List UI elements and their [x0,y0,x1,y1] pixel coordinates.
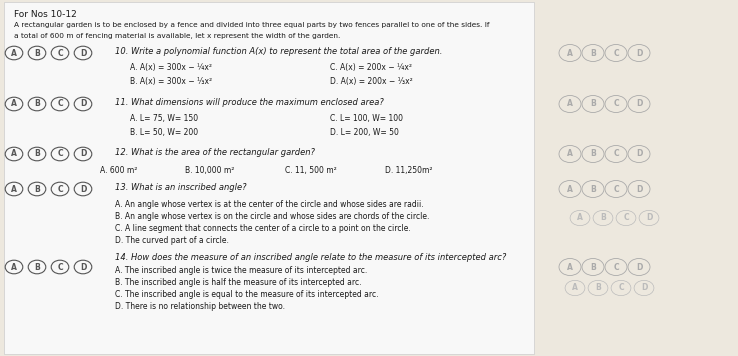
Text: D. L= 200, W= 50: D. L= 200, W= 50 [330,128,399,137]
Text: B. An angle whose vertex is on the circle and whose sides are chords of the circ: B. An angle whose vertex is on the circl… [115,212,430,221]
Text: B: B [590,150,596,158]
Text: A: A [11,184,17,194]
Text: B: B [590,99,596,109]
Text: C: C [623,214,629,222]
Text: C: C [57,48,63,58]
Text: C: C [57,150,63,158]
Text: A: A [11,48,17,58]
Text: C. A line segment that connects the center of a circle to a point on the circle.: C. A line segment that connects the cent… [115,224,411,233]
Text: B. 10,000 m²: B. 10,000 m² [185,166,235,175]
Text: C: C [57,99,63,109]
Text: B: B [34,48,40,58]
Text: A. The inscribed angle is twice the measure of its intercepted arc.: A. The inscribed angle is twice the meas… [115,266,368,275]
Text: C: C [57,262,63,272]
Text: D: D [80,48,86,58]
Text: a total of 600 m of fencing material is available, let x represent the width of : a total of 600 m of fencing material is … [14,33,340,39]
Text: D: D [80,184,86,194]
Text: D: D [80,99,86,109]
Text: C. The inscribed angle is equal to the measure of its intercepted arc.: C. The inscribed angle is equal to the m… [115,290,379,299]
FancyBboxPatch shape [4,2,534,354]
Text: B: B [34,99,40,109]
Text: D: D [641,283,647,293]
Text: B: B [595,283,601,293]
Text: A. An angle whose vertex is at the center of the circle and whose sides are radi: A. An angle whose vertex is at the cente… [115,200,424,209]
Text: C: C [613,184,618,194]
Text: 12. What is the area of the rectangular garden?: 12. What is the area of the rectangular … [115,148,315,157]
Text: A. A(x) = 300x − ¼x²: A. A(x) = 300x − ¼x² [130,63,212,72]
Text: D. 11,250m²: D. 11,250m² [385,166,432,175]
Text: C: C [613,150,618,158]
Text: C: C [57,184,63,194]
Text: D: D [636,48,642,58]
Text: D: D [636,184,642,194]
Text: B. The inscribed angle is half the measure of its intercepted arc.: B. The inscribed angle is half the measu… [115,278,362,287]
Text: A: A [11,262,17,272]
Text: C. 11, 500 m²: C. 11, 500 m² [285,166,337,175]
Text: B: B [34,150,40,158]
Text: 11. What dimensions will produce the maximum enclosed area?: 11. What dimensions will produce the max… [115,98,384,107]
Text: A: A [567,262,573,272]
Text: C: C [613,48,618,58]
Text: A: A [567,48,573,58]
Text: C: C [613,99,618,109]
Text: B: B [590,184,596,194]
Text: D: D [636,262,642,272]
Text: B. L= 50, W= 200: B. L= 50, W= 200 [130,128,198,137]
Text: D. The curved part of a circle.: D. The curved part of a circle. [115,236,229,245]
Text: D: D [636,99,642,109]
Text: A: A [567,184,573,194]
Text: D. A(x) = 200x − ⅓x²: D. A(x) = 200x − ⅓x² [330,77,413,86]
Text: A rectangular garden is to be enclosed by a fence and divided into three equal p: A rectangular garden is to be enclosed b… [14,22,489,28]
Text: 10. Write a polynomial function A(x) to represent the total area of the garden.: 10. Write a polynomial function A(x) to … [115,47,442,56]
Text: C: C [618,283,624,293]
Text: B: B [590,48,596,58]
Text: A. 600 m²: A. 600 m² [100,166,137,175]
Text: C. A(x) = 200x − ¼x²: C. A(x) = 200x − ¼x² [330,63,412,72]
Text: D: D [646,214,652,222]
Text: For Nos 10-12: For Nos 10-12 [14,10,77,19]
Text: A: A [11,99,17,109]
Text: A: A [577,214,583,222]
Text: A. L= 75, W= 150: A. L= 75, W= 150 [130,114,198,123]
Text: C. L= 100, W= 100: C. L= 100, W= 100 [330,114,403,123]
Text: A: A [11,150,17,158]
Text: D. There is no relationship between the two.: D. There is no relationship between the … [115,302,285,311]
Text: B: B [34,184,40,194]
Text: C: C [613,262,618,272]
Text: D: D [636,150,642,158]
Text: B. A(x) = 300x − ⅓x²: B. A(x) = 300x − ⅓x² [130,77,212,86]
Text: D: D [80,150,86,158]
Text: 13. What is an inscribed angle?: 13. What is an inscribed angle? [115,183,246,192]
Text: D: D [80,262,86,272]
Text: A: A [572,283,578,293]
Text: A: A [567,99,573,109]
Text: B: B [590,262,596,272]
Text: 14. How does the measure of an inscribed angle relate to the measure of its inte: 14. How does the measure of an inscribed… [115,253,506,262]
Text: B: B [34,262,40,272]
Text: B: B [600,214,606,222]
Text: A: A [567,150,573,158]
